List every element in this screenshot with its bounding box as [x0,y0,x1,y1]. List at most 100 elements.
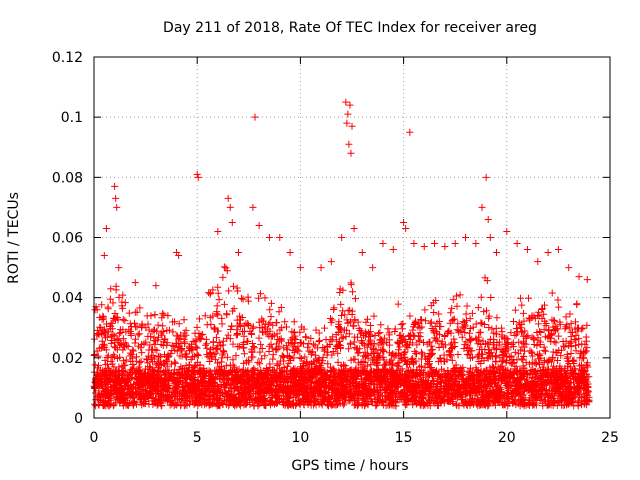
data-point [181,338,189,346]
data-point [106,295,114,303]
data-point [252,397,260,405]
data-point [515,338,523,346]
data-point [263,330,271,338]
data-point [304,343,312,351]
data-point [361,328,369,336]
data-point [180,316,188,324]
data-point [220,381,228,389]
data-point [344,319,352,327]
data-point [201,312,209,320]
data-point [487,294,495,302]
data-point [357,330,365,338]
data-point [249,203,257,211]
data-point [572,342,580,350]
data-point [348,122,356,130]
data-point [362,318,370,326]
data-point [548,289,556,297]
data-point [480,357,488,365]
data-point [334,349,342,357]
data-point [115,293,123,301]
data-point [102,346,110,354]
data-point [540,343,548,351]
data-point [510,398,518,406]
data-point [330,305,338,313]
data-point [215,296,223,304]
data-point [273,360,281,368]
data-point [309,358,317,366]
data-point [368,375,376,383]
data-point [435,310,443,318]
data-point [340,401,348,409]
data-point [136,304,144,312]
data-point [441,243,449,251]
data-point [436,331,444,339]
data-point [516,346,524,354]
data-point [334,358,342,366]
data-point [119,335,127,343]
data-point [256,290,264,298]
data-point [223,334,231,342]
data-point [523,246,531,254]
data-point [416,333,424,341]
data-point [181,350,189,358]
data-point [212,334,220,342]
data-point [344,110,352,118]
data-point [417,362,425,370]
data-point [220,300,228,308]
data-point [468,309,476,317]
data-point [493,314,501,322]
data-point [380,347,388,355]
data-point [344,307,352,315]
data-point [137,323,145,331]
data-point [520,317,528,325]
data-point [124,342,132,350]
data-point [299,340,307,348]
data-point [255,221,263,229]
data-point [485,339,493,347]
data-point [223,376,231,384]
data-point [202,341,210,349]
data-point [367,349,375,357]
data-point [346,101,354,109]
data-point [341,311,349,319]
data-point [224,194,232,202]
data-point [343,119,351,127]
data-point [418,316,426,324]
data-point [229,340,237,348]
data-point [535,361,543,369]
data-point [422,317,430,325]
data-point [507,329,515,337]
data-point [187,355,195,363]
data-point [341,362,349,370]
data-point [452,292,460,300]
data-point [350,224,358,232]
data-point [429,327,437,335]
data-point [257,340,265,348]
data-point [339,395,347,403]
data-point [449,296,457,304]
data-point [230,305,238,313]
data-point [120,357,128,365]
data-point [233,330,241,338]
data-point [414,332,422,340]
data-point [126,327,134,335]
data-point [111,182,119,190]
data-point [466,329,474,337]
data-point [453,302,461,310]
data-point [571,365,579,373]
data-point [358,249,366,257]
data-point [195,315,203,323]
data-point [316,337,324,345]
data-point [461,340,469,348]
data-point [221,396,229,404]
data-point [462,234,470,241]
data-point [281,318,289,326]
data-point [251,113,259,121]
data-point [567,343,575,351]
data-point [121,317,129,325]
data-point [345,345,353,353]
data-point [517,324,525,332]
data-point [244,293,252,301]
data-point [131,279,139,287]
